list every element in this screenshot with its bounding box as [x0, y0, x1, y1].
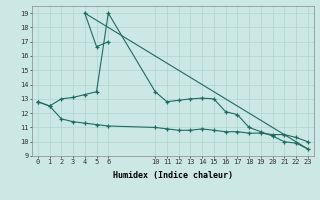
X-axis label: Humidex (Indice chaleur): Humidex (Indice chaleur) [113, 171, 233, 180]
